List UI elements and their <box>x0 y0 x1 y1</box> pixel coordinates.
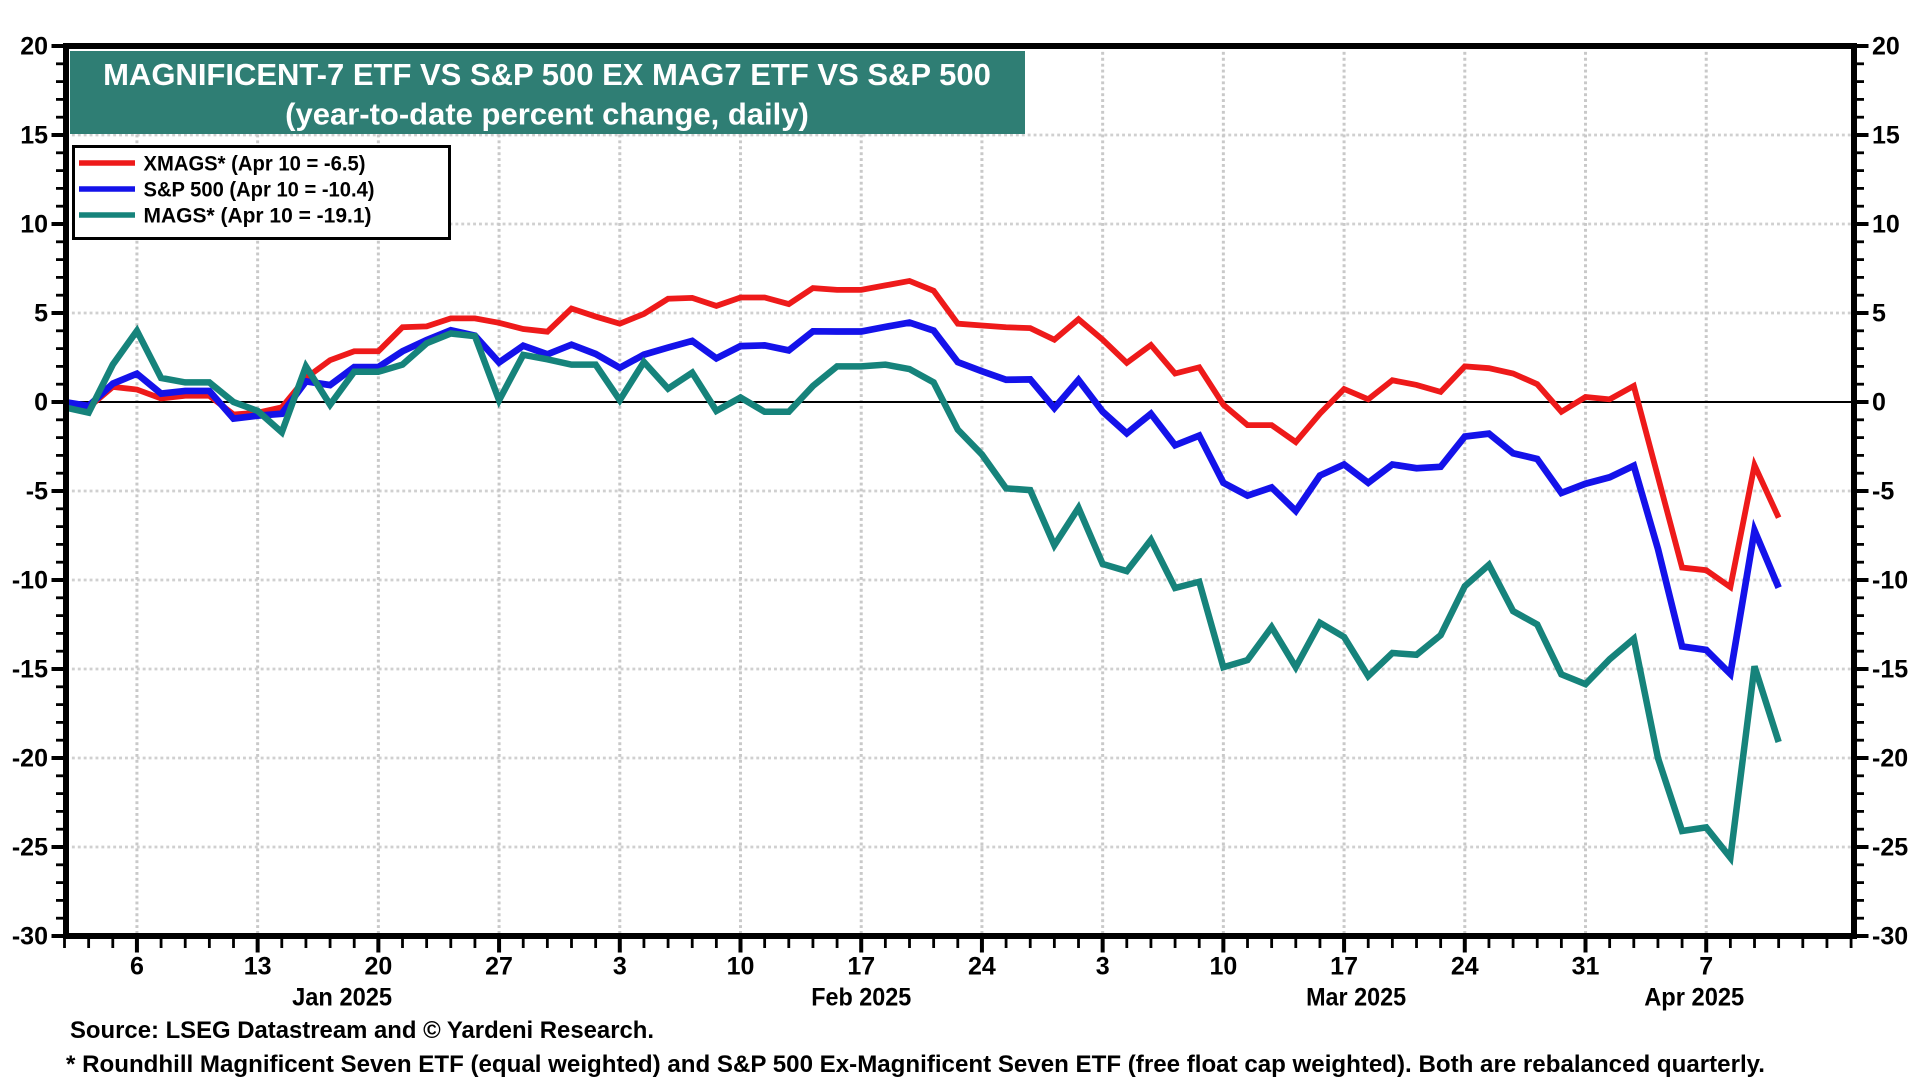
svg-text:Jan 2025: Jan 2025 <box>292 984 392 1012</box>
svg-text:6: 6 <box>130 953 144 981</box>
svg-text:10: 10 <box>1872 211 1900 239</box>
svg-text:15: 15 <box>1872 122 1900 150</box>
svg-text:-25: -25 <box>12 834 48 862</box>
svg-text:10: 10 <box>727 953 755 981</box>
svg-text:* Roundhill Magnificent Seven: * Roundhill Magnificent Seven ETF (equal… <box>66 1051 1765 1078</box>
svg-text:-5: -5 <box>1872 478 1894 506</box>
svg-text:7: 7 <box>1699 953 1713 981</box>
svg-text:5: 5 <box>34 300 48 328</box>
svg-text:-20: -20 <box>1872 745 1908 773</box>
svg-text:XMAGS* (Apr 10 = -6.5): XMAGS* (Apr 10 = -6.5) <box>144 153 366 176</box>
svg-text:17: 17 <box>847 953 875 981</box>
svg-text:MAGS* (Apr 10 = -19.1): MAGS* (Apr 10 = -19.1) <box>144 205 372 228</box>
svg-text:-10: -10 <box>1872 567 1908 595</box>
svg-text:27: 27 <box>485 953 513 981</box>
svg-text:10: 10 <box>20 211 48 239</box>
svg-text:10: 10 <box>1209 953 1237 981</box>
svg-text:20: 20 <box>364 953 392 981</box>
svg-text:-15: -15 <box>12 656 48 684</box>
svg-text:20: 20 <box>1872 33 1900 61</box>
svg-text:31: 31 <box>1572 953 1600 981</box>
svg-text:Mar 2025: Mar 2025 <box>1306 984 1406 1012</box>
svg-text:3: 3 <box>1096 953 1110 981</box>
svg-text:17: 17 <box>1330 953 1358 981</box>
svg-text:Feb 2025: Feb 2025 <box>811 984 911 1012</box>
svg-text:0: 0 <box>1872 389 1886 417</box>
svg-text:15: 15 <box>20 122 48 150</box>
svg-text:13: 13 <box>244 953 272 981</box>
svg-text:24: 24 <box>968 953 996 981</box>
svg-text:S&P 500 (Apr 10 = -10.4): S&P 500 (Apr 10 = -10.4) <box>144 179 375 202</box>
svg-text:-30: -30 <box>12 923 48 951</box>
svg-text:20: 20 <box>20 33 48 61</box>
svg-text:-5: -5 <box>26 478 48 506</box>
svg-text:-20: -20 <box>12 745 48 773</box>
svg-text:-10: -10 <box>12 567 48 595</box>
svg-text:3: 3 <box>613 953 627 981</box>
svg-text:Source: LSEG Datastream and ©: Source: LSEG Datastream and © Yardeni Re… <box>70 1017 654 1044</box>
svg-text:24: 24 <box>1451 953 1479 981</box>
svg-text:0: 0 <box>34 389 48 417</box>
svg-text:(year-to-date percent change,: (year-to-date percent change, daily) <box>285 97 809 132</box>
svg-text:-25: -25 <box>1872 834 1908 862</box>
svg-text:-15: -15 <box>1872 656 1908 684</box>
svg-text:Apr 2025: Apr 2025 <box>1644 984 1744 1012</box>
svg-text:MAGNIFICENT-7 ETF VS S&P 500 E: MAGNIFICENT-7 ETF VS S&P 500 EX MAG7 ETF… <box>103 57 991 92</box>
svg-text:-30: -30 <box>1872 923 1908 951</box>
svg-text:5: 5 <box>1872 300 1886 328</box>
